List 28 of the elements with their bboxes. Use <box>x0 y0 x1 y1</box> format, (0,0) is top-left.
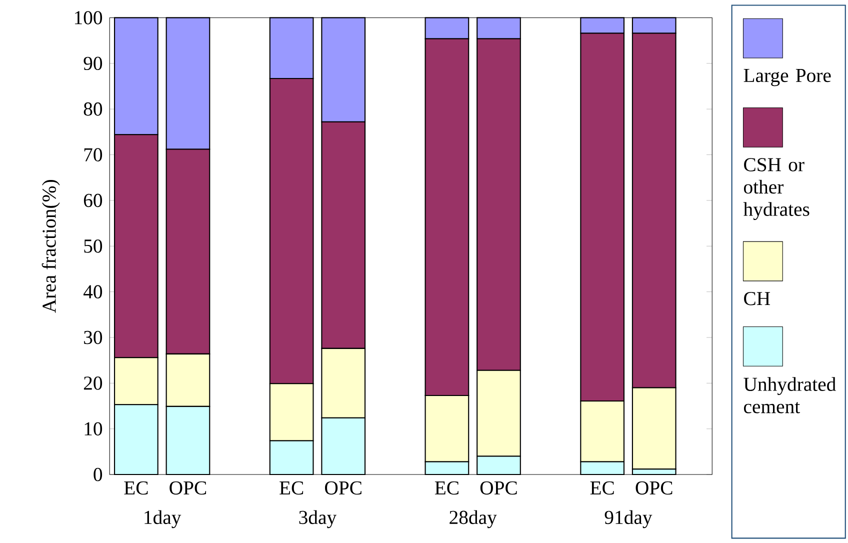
y-tick-label: 90 <box>84 56 102 70</box>
legend-label: CSH or other hydrates <box>743 158 810 220</box>
y-tick-label: 0 <box>94 468 102 481</box>
text: 3day <box>299 510 337 528</box>
x-tick-label: OPC <box>170 481 206 494</box>
x-tick-label: OPC <box>325 481 362 494</box>
text: 28day <box>450 510 497 528</box>
y-tick-label: 20 <box>84 376 102 390</box>
x-tick-label: EC <box>124 481 148 494</box>
x-tick-label: OPC <box>636 481 672 494</box>
y-tick-label: 50 <box>84 239 102 253</box>
x-tick-label: EC <box>434 481 458 494</box>
y-tick-label: 100 <box>74 10 102 24</box>
y-axis-title: Area fraction(%) <box>42 180 60 313</box>
y-tick-label: 30 <box>84 330 102 344</box>
text: 91day <box>604 510 652 528</box>
y-tick-label: 60 <box>84 194 102 207</box>
x-tick-label: EC <box>590 481 614 494</box>
y-tick-label: 70 <box>84 148 102 162</box>
x-tick-label: EC <box>280 481 304 494</box>
text: 1day <box>144 510 182 528</box>
legend-label: Unhydrated cement <box>744 376 836 414</box>
legend-label: CH <box>744 292 770 305</box>
y-tick-label: 80 <box>84 102 102 116</box>
y-tick-label: 40 <box>83 284 102 298</box>
x-tick-label: OPC <box>480 481 517 494</box>
legend-label: Large Pore <box>744 68 831 86</box>
y-tick-label: 10 <box>84 422 102 436</box>
